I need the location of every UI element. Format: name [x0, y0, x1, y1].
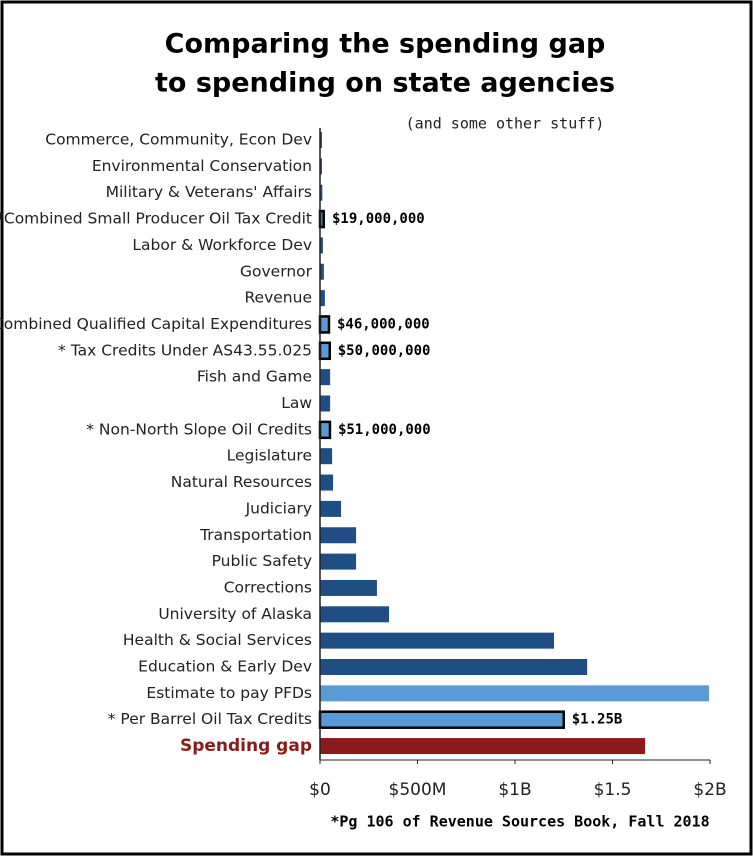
category-label: Governor: [240, 262, 313, 280]
bar: [320, 184, 323, 201]
category-label: Health & Social Services: [123, 631, 312, 649]
category-label: Fish and Game: [197, 368, 312, 386]
bar: [318, 341, 331, 361]
bar: [320, 553, 357, 570]
x-tick-label: $500M: [389, 780, 447, 800]
bar: [320, 263, 324, 280]
value-label: $19,000,000: [332, 211, 425, 227]
category-label: University of Alaska: [158, 605, 312, 623]
bar: [320, 527, 357, 544]
bar: [318, 420, 332, 440]
category-label: Education & Early Dev: [138, 658, 312, 676]
category-label: Public Safety: [212, 552, 312, 570]
value-label: $46,000,000: [337, 316, 430, 332]
category-label: Corrections: [224, 578, 312, 596]
bar: [320, 659, 588, 675]
chart-title: Comparing the spending gap: [165, 29, 606, 60]
category-label: Labor & Workforce Dev: [132, 236, 312, 254]
bar: [320, 369, 331, 386]
bar: [320, 500, 342, 517]
bar: [318, 315, 331, 334]
bar: [318, 710, 565, 729]
category-label: Revenue: [244, 289, 312, 307]
category-label: Natural Resources: [171, 473, 312, 491]
category-label: Transportation: [199, 526, 312, 544]
x-tick-label: $2B: [693, 780, 726, 800]
category-label: Law: [281, 394, 312, 412]
bar: [320, 474, 334, 491]
value-label: $51,000,000: [338, 422, 431, 438]
category-label: Legislature: [227, 447, 312, 465]
bar: [320, 606, 390, 623]
bar: [320, 158, 322, 175]
x-tick-label: $1.5: [594, 780, 632, 800]
value-label: $50,000,000: [338, 343, 431, 359]
value-label: $1.25B: [572, 712, 623, 728]
x-tick-label: $0: [309, 780, 331, 800]
bar: [320, 132, 322, 148]
footnote: *Pg 106 of Revenue Sources Book, Fall 20…: [330, 813, 709, 831]
bar: [320, 448, 333, 465]
bar: [320, 579, 377, 596]
category-label: Spending gap: [180, 736, 312, 756]
x-tick-label: $1B: [498, 780, 531, 800]
chart-title: to spending on state agencies: [155, 68, 615, 99]
bar: [320, 395, 331, 412]
category-label: * Per Barrel Oil Tax Credits: [108, 710, 312, 728]
subtitle: (and some other stuff): [406, 115, 605, 133]
category-label: Military & Veterans' Affairs: [106, 183, 312, 201]
category-label: * Non-North Slope Oil Credits: [86, 420, 312, 438]
category-label: *Combined Qualified Capital Expenditures: [0, 315, 312, 333]
category-label: * Tax Credits Under AS43.55.025: [58, 341, 312, 359]
bar: [320, 632, 554, 649]
category-label: Estimate to pay PFDs: [146, 684, 312, 702]
bar: [320, 738, 646, 755]
bar: [320, 685, 710, 702]
bar: [320, 290, 325, 307]
category-label: Judiciary: [245, 499, 312, 517]
bar: [320, 237, 323, 254]
category-label: Environmental Conservation: [92, 157, 312, 175]
category-label: *Combined Small Producer Oil Tax Credit: [0, 210, 312, 228]
category-label: Commerce, Community, Econ Dev: [45, 131, 312, 149]
